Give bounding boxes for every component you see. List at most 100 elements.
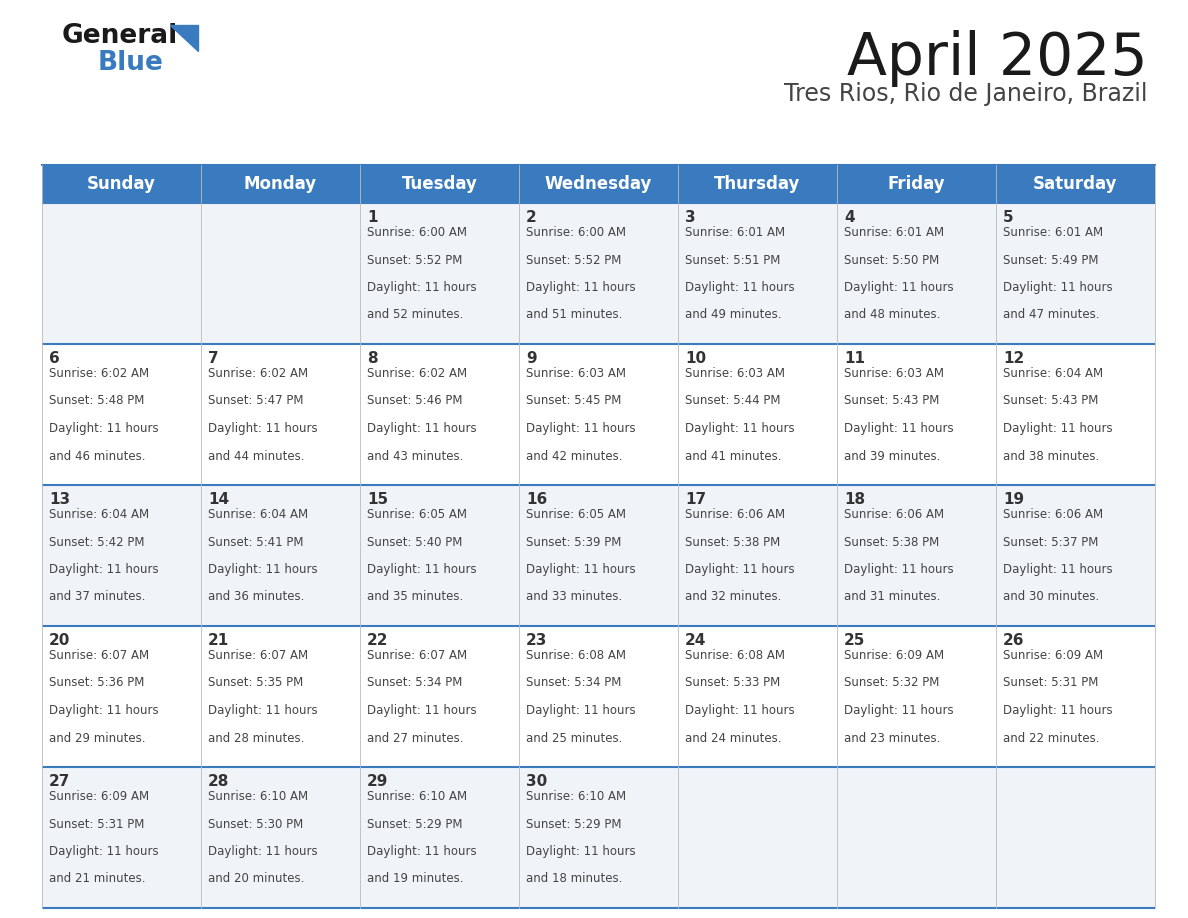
Text: Sunrise: 6:06 AM: Sunrise: 6:06 AM [685, 508, 785, 521]
Text: 10: 10 [685, 351, 706, 366]
Text: Daylight: 11 hours: Daylight: 11 hours [685, 563, 795, 576]
Text: Sunrise: 6:00 AM: Sunrise: 6:00 AM [526, 226, 626, 239]
Text: Daylight: 11 hours: Daylight: 11 hours [843, 422, 954, 435]
Text: 24: 24 [685, 633, 707, 648]
Text: Sunset: 5:31 PM: Sunset: 5:31 PM [1003, 677, 1099, 689]
Text: Sunset: 5:51 PM: Sunset: 5:51 PM [685, 253, 781, 266]
Text: Daylight: 11 hours: Daylight: 11 hours [1003, 422, 1113, 435]
Text: 22: 22 [367, 633, 388, 648]
Text: and 30 minutes.: and 30 minutes. [1003, 590, 1099, 603]
Text: April 2025: April 2025 [847, 30, 1148, 87]
Text: Sunset: 5:33 PM: Sunset: 5:33 PM [685, 677, 781, 689]
Text: Sunrise: 6:01 AM: Sunrise: 6:01 AM [843, 226, 944, 239]
Text: Sunrise: 6:02 AM: Sunrise: 6:02 AM [367, 367, 467, 380]
Text: Daylight: 11 hours: Daylight: 11 hours [49, 704, 159, 717]
Text: 25: 25 [843, 633, 865, 648]
Text: Sunset: 5:39 PM: Sunset: 5:39 PM [526, 535, 621, 548]
Text: Tuesday: Tuesday [402, 175, 478, 193]
Text: and 41 minutes.: and 41 minutes. [685, 450, 782, 463]
Text: Sunrise: 6:07 AM: Sunrise: 6:07 AM [49, 649, 150, 662]
Text: Sunrise: 6:10 AM: Sunrise: 6:10 AM [367, 790, 467, 803]
Text: Sunset: 5:32 PM: Sunset: 5:32 PM [843, 677, 940, 689]
Text: Sunrise: 6:08 AM: Sunrise: 6:08 AM [526, 649, 626, 662]
Text: Sunrise: 6:04 AM: Sunrise: 6:04 AM [1003, 367, 1104, 380]
Text: 15: 15 [367, 492, 388, 507]
Text: Daylight: 11 hours: Daylight: 11 hours [367, 704, 476, 717]
Text: and 52 minutes.: and 52 minutes. [367, 308, 463, 321]
Text: Sunset: 5:46 PM: Sunset: 5:46 PM [367, 395, 462, 408]
Text: 27: 27 [49, 774, 70, 789]
Text: Daylight: 11 hours: Daylight: 11 hours [1003, 563, 1113, 576]
Text: 13: 13 [49, 492, 70, 507]
Text: Sunset: 5:52 PM: Sunset: 5:52 PM [367, 253, 462, 266]
Text: Daylight: 11 hours: Daylight: 11 hours [367, 422, 476, 435]
Text: Daylight: 11 hours: Daylight: 11 hours [208, 845, 317, 858]
Text: Sunset: 5:34 PM: Sunset: 5:34 PM [367, 677, 462, 689]
Text: and 36 minutes.: and 36 minutes. [208, 590, 304, 603]
Text: Daylight: 11 hours: Daylight: 11 hours [208, 704, 317, 717]
Text: and 46 minutes.: and 46 minutes. [49, 450, 145, 463]
Text: and 27 minutes.: and 27 minutes. [367, 732, 463, 744]
Text: Daylight: 11 hours: Daylight: 11 hours [49, 845, 159, 858]
Text: General: General [62, 23, 178, 49]
Text: Sunday: Sunday [87, 175, 156, 193]
Text: Sunrise: 6:04 AM: Sunrise: 6:04 AM [208, 508, 308, 521]
Text: Sunset: 5:44 PM: Sunset: 5:44 PM [685, 395, 781, 408]
Text: 30: 30 [526, 774, 548, 789]
Text: Sunset: 5:36 PM: Sunset: 5:36 PM [49, 677, 145, 689]
Text: Sunrise: 6:07 AM: Sunrise: 6:07 AM [208, 649, 308, 662]
Bar [42, 165, 1155, 203]
Text: Daylight: 11 hours: Daylight: 11 hours [685, 704, 795, 717]
Text: Daylight: 11 hours: Daylight: 11 hours [843, 704, 954, 717]
Text: and 22 minutes.: and 22 minutes. [1003, 732, 1100, 744]
Text: and 47 minutes.: and 47 minutes. [1003, 308, 1100, 321]
Text: and 39 minutes.: and 39 minutes. [843, 450, 941, 463]
Text: 4: 4 [843, 210, 854, 225]
Text: and 23 minutes.: and 23 minutes. [843, 732, 941, 744]
Text: 19: 19 [1003, 492, 1024, 507]
Text: Monday: Monday [244, 175, 317, 193]
Text: 28: 28 [208, 774, 229, 789]
Text: Sunset: 5:31 PM: Sunset: 5:31 PM [49, 818, 145, 831]
Text: Daylight: 11 hours: Daylight: 11 hours [49, 563, 159, 576]
Text: Sunset: 5:37 PM: Sunset: 5:37 PM [1003, 535, 1099, 548]
Text: Sunrise: 6:08 AM: Sunrise: 6:08 AM [685, 649, 785, 662]
Bar [42, 203, 1155, 344]
Text: and 21 minutes.: and 21 minutes. [49, 872, 145, 886]
Text: Sunrise: 6:04 AM: Sunrise: 6:04 AM [49, 508, 150, 521]
Text: Daylight: 11 hours: Daylight: 11 hours [208, 422, 317, 435]
Text: 29: 29 [367, 774, 388, 789]
Text: Sunset: 5:49 PM: Sunset: 5:49 PM [1003, 253, 1099, 266]
Text: Sunrise: 6:02 AM: Sunrise: 6:02 AM [208, 367, 308, 380]
Text: and 37 minutes.: and 37 minutes. [49, 590, 145, 603]
Bar [42, 485, 1155, 626]
Text: 20: 20 [49, 633, 70, 648]
Text: Daylight: 11 hours: Daylight: 11 hours [685, 281, 795, 294]
Text: and 32 minutes.: and 32 minutes. [685, 590, 782, 603]
Text: Daylight: 11 hours: Daylight: 11 hours [685, 422, 795, 435]
Text: and 44 minutes.: and 44 minutes. [208, 450, 304, 463]
Text: Daylight: 11 hours: Daylight: 11 hours [526, 281, 636, 294]
Text: Sunrise: 6:05 AM: Sunrise: 6:05 AM [526, 508, 626, 521]
Text: Sunset: 5:48 PM: Sunset: 5:48 PM [49, 395, 145, 408]
Text: 17: 17 [685, 492, 706, 507]
Text: Sunset: 5:43 PM: Sunset: 5:43 PM [843, 395, 940, 408]
Text: 16: 16 [526, 492, 548, 507]
Text: Wednesday: Wednesday [545, 175, 652, 193]
Text: and 28 minutes.: and 28 minutes. [208, 732, 304, 744]
Text: Sunrise: 6:10 AM: Sunrise: 6:10 AM [208, 790, 308, 803]
Text: Daylight: 11 hours: Daylight: 11 hours [526, 422, 636, 435]
Text: Sunset: 5:29 PM: Sunset: 5:29 PM [367, 818, 462, 831]
Text: 11: 11 [843, 351, 865, 366]
Text: and 29 minutes.: and 29 minutes. [49, 732, 145, 744]
Text: 2: 2 [526, 210, 537, 225]
Text: Sunrise: 6:07 AM: Sunrise: 6:07 AM [367, 649, 467, 662]
Text: 26: 26 [1003, 633, 1024, 648]
Text: Sunrise: 6:09 AM: Sunrise: 6:09 AM [1003, 649, 1104, 662]
Text: and 35 minutes.: and 35 minutes. [367, 590, 463, 603]
Text: Daylight: 11 hours: Daylight: 11 hours [367, 281, 476, 294]
Text: Sunrise: 6:06 AM: Sunrise: 6:06 AM [843, 508, 944, 521]
Polygon shape [170, 25, 198, 51]
Bar [42, 626, 1155, 767]
Text: 21: 21 [208, 633, 229, 648]
